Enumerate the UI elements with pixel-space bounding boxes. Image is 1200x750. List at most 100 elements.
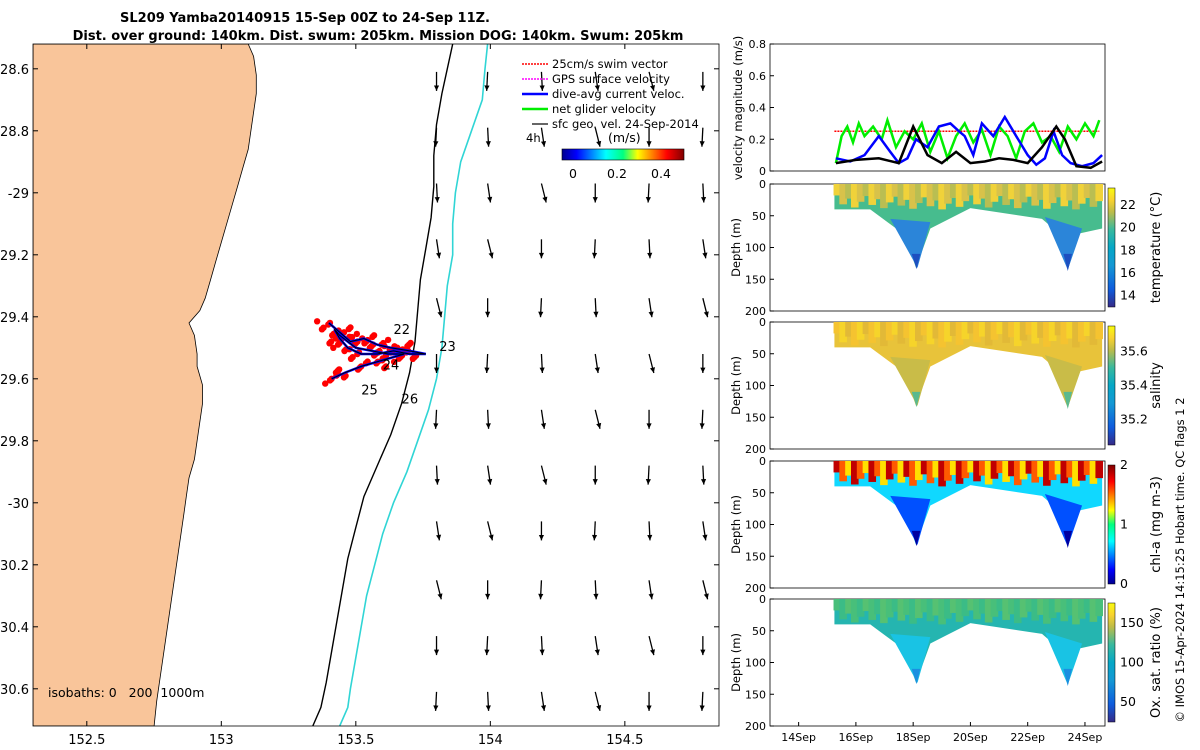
section-cell (1060, 184, 1069, 207)
swim-point (322, 380, 329, 387)
section-xtick-label: 22Sep (1010, 731, 1045, 744)
geo-vector-head (538, 311, 544, 318)
geo-vector-head (703, 593, 709, 600)
section-cell (903, 184, 911, 200)
section-cell (1037, 322, 1045, 338)
section-cell (891, 599, 900, 612)
swim-point (361, 340, 368, 347)
section-cell (1054, 461, 1063, 475)
geo-vector-head (540, 423, 547, 429)
section-ytick-label: 200 (745, 305, 766, 318)
section-cell (1025, 599, 1034, 612)
section-cell (891, 461, 900, 474)
section-cell (868, 184, 877, 205)
section-cell (926, 461, 935, 484)
section-cell (915, 184, 923, 204)
section-colorbar-tick: 2 (1120, 457, 1128, 472)
section-cell (973, 184, 981, 205)
section-cell (856, 599, 865, 617)
section-cell (909, 599, 917, 624)
section-cell (1031, 184, 1040, 206)
geo-vector-head (538, 252, 545, 259)
section-colorbar-tick: 100 (1120, 655, 1144, 670)
figure-title-line2: Dist. over ground: 140km. Dist. swum: 20… (73, 29, 684, 44)
section-cell (1013, 322, 1022, 347)
section-cell (1048, 322, 1057, 342)
section-cell (885, 461, 894, 480)
section-cell (920, 599, 929, 613)
section-cell (839, 461, 847, 482)
section-ytick-label: 200 (745, 582, 766, 595)
velocity-ylabel: velocity magnitude (m/s) (731, 36, 745, 181)
section-cell (1013, 461, 1022, 486)
section-cell (1048, 184, 1057, 204)
section-cell (961, 322, 970, 340)
section-cell (1089, 184, 1098, 207)
geo-vector-head (594, 649, 600, 656)
map-xtick-label: 153.5 (337, 733, 374, 748)
section-ylabel: Depth (m) (729, 495, 743, 554)
velocity-y-ticks: 0 0.2 0.4 0.6 0.8 (749, 38, 774, 178)
section-colorbar-tick: 35.2 (1120, 412, 1148, 427)
section-cell (897, 184, 906, 206)
section-colorbar (1107, 602, 1116, 723)
section-colorbar-tick: 150 (1120, 615, 1144, 630)
map-ytick-label: 29.2 (0, 249, 29, 264)
section-cell (1089, 322, 1098, 345)
section-cell (1031, 599, 1040, 621)
section-xtick-label: 18Sep (896, 731, 931, 744)
section-deep (890, 632, 1083, 685)
map-frame (32, 43, 720, 727)
section-cell (1072, 599, 1080, 625)
section-ytick-label: 50 (752, 348, 766, 361)
section-cell (856, 322, 865, 340)
section-cell (909, 322, 917, 347)
geo-vector-head (485, 423, 491, 429)
vel-ytick-label: 0.4 (749, 102, 767, 115)
section-cell (1066, 461, 1074, 478)
geo-vector-head (485, 705, 491, 711)
section-cell (897, 322, 906, 344)
map-ytick-label: 30.2 (0, 559, 29, 574)
section-cell (1013, 184, 1022, 209)
section-cell (891, 184, 900, 197)
swim-point (345, 325, 353, 333)
geo-vector-head (593, 593, 599, 600)
section-ytick-label: 50 (752, 210, 766, 223)
geo-vector-head (433, 705, 439, 711)
vel-ytick-label: 0.2 (749, 133, 767, 146)
map-ytick-label: 30.6 (0, 683, 29, 698)
legend-swim-label: 25cm/s swim vector (552, 57, 668, 71)
section-cell (938, 461, 946, 487)
section-cell (915, 599, 923, 619)
map-xtick-label: 154.5 (606, 733, 643, 748)
section-cell (1066, 322, 1074, 339)
section-cell (932, 322, 941, 339)
geo-vector-head (437, 593, 443, 600)
geo-vector-head (592, 479, 598, 485)
section-cell (839, 184, 847, 205)
section-ytick-label: 150 (745, 411, 766, 424)
section-colorbar-label: salinity (1149, 362, 1164, 409)
geo-vector-head (650, 85, 655, 91)
section-cell (862, 461, 871, 474)
section-cell (1066, 599, 1074, 616)
section-chla: 0 50 100 150 200 Depth (m) 0 1 2 chl-a (mg m-3) (729, 455, 1164, 595)
map-y-ticks: 28.6 28.8 -29 29.2 29.4 29.6 29.8 -30 30.2 30.4 30… (0, 63, 719, 698)
geo-vector-head (699, 141, 705, 147)
section-cell (1077, 599, 1086, 619)
geo-vector-head (702, 252, 708, 259)
section-colorbar-tick: 20 (1120, 220, 1136, 235)
section-cell (1083, 322, 1092, 336)
geo-vector-head (433, 367, 440, 373)
geo-vector-head (485, 593, 491, 600)
section-cell (1054, 599, 1063, 613)
section-colorbar-tick: 0 (1120, 576, 1128, 591)
geo-vector-head (702, 534, 708, 541)
geo-vector-head (434, 479, 440, 485)
section-ytick-label: 0 (759, 316, 766, 329)
geo-vector-head (700, 367, 706, 373)
section-cell (856, 461, 865, 479)
section-cell (944, 599, 952, 619)
section-cell (1083, 461, 1092, 475)
